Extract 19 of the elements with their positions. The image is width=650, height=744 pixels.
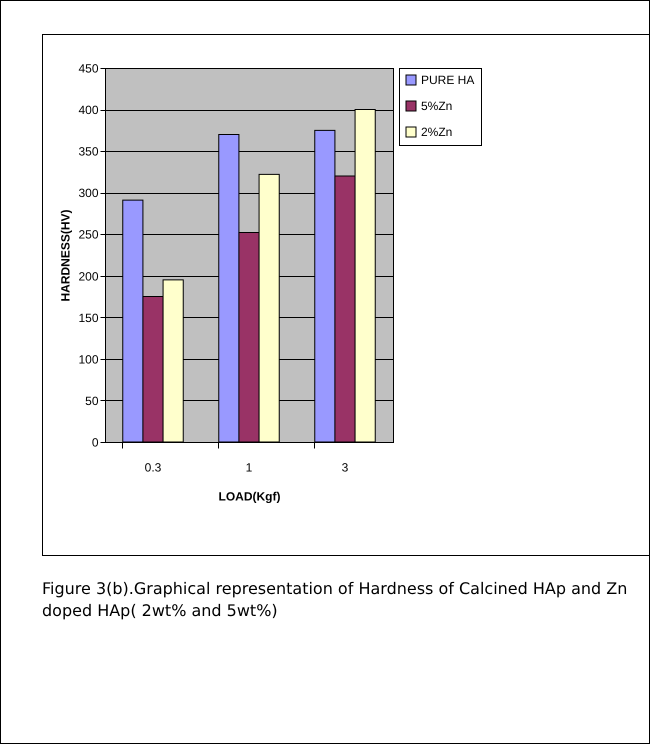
y-tick-label: 250 — [78, 228, 99, 242]
y-tick-label: 150 — [78, 310, 99, 325]
y-tick-label: 300 — [78, 186, 99, 200]
caption: Figure 3(b).Graphical representation of Hardness of Calcined HAp and Zn doped HAp( 2wt% and 5wt%) — [42, 578, 628, 622]
y-tick-label: 350 — [78, 144, 99, 159]
x-axis-title: LOAD(Kgf) — [218, 490, 280, 504]
x-tick-label: 1 — [246, 460, 253, 474]
y-tick-label: 450 — [78, 62, 99, 76]
y-tick-label: 0 — [92, 436, 99, 450]
y-axis-title: HARDNESS(HV) — [58, 209, 72, 302]
y-tick-label: 50 — [85, 394, 99, 408]
y-tick-label: 100 — [78, 352, 99, 366]
legend-label: 5%Zn — [421, 99, 452, 113]
legend-label: 2%Zn — [421, 125, 452, 139]
y-tick-label: 200 — [78, 269, 99, 284]
x-tick-label: 0.3 — [144, 460, 162, 474]
legend-label: PURE HA — [421, 73, 474, 87]
y-tick-label: 400 — [78, 103, 99, 118]
x-tick-label: 3 — [342, 460, 349, 474]
